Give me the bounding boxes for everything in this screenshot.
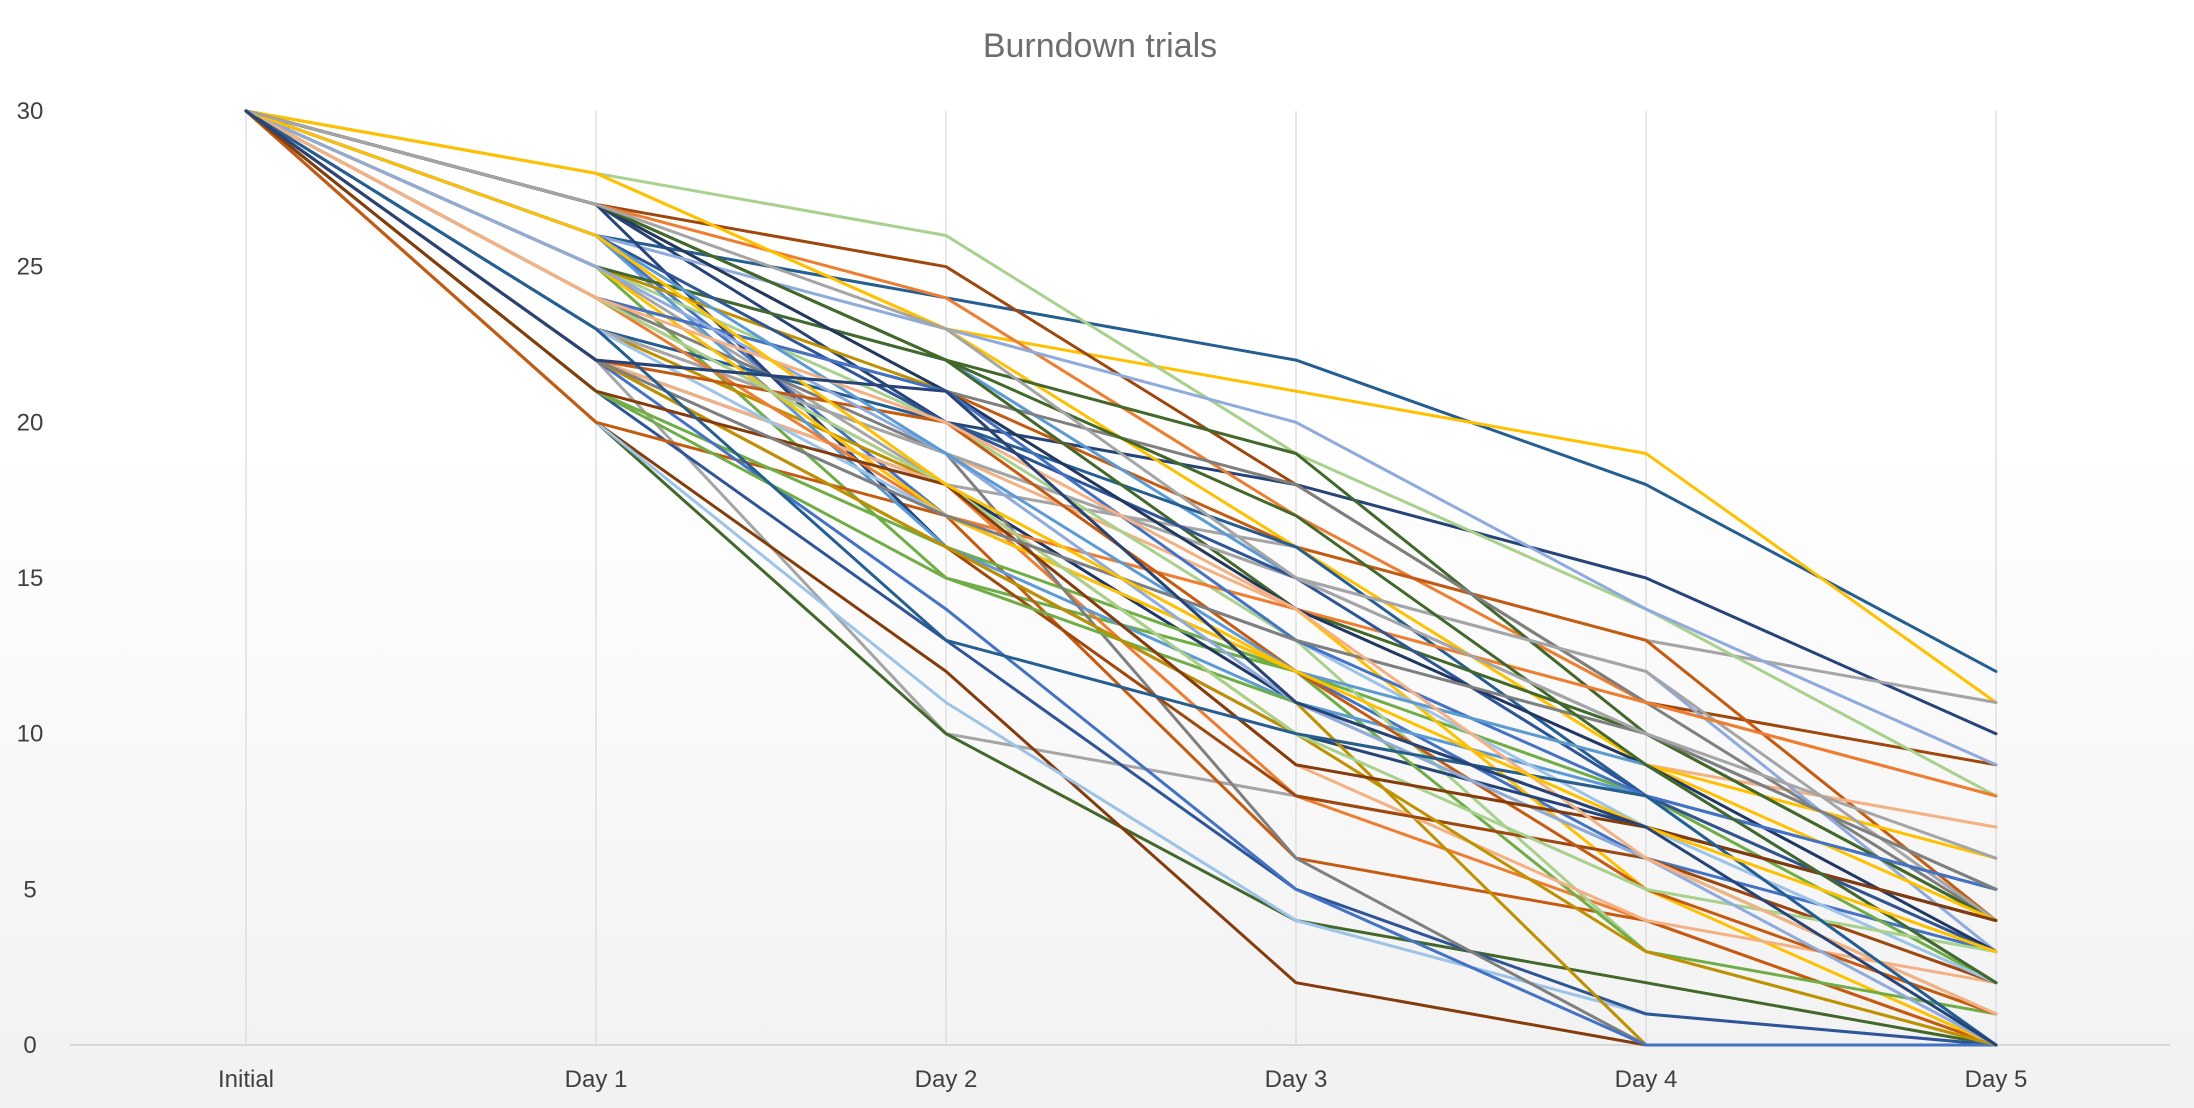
x-tick-label: Day 4 — [1615, 1066, 1678, 1093]
series-line-59 — [244, 109, 1998, 860]
series-line-1 — [244, 109, 1998, 673]
series-line-60 — [244, 109, 1998, 1047]
x-tick-label: Day 1 — [565, 1066, 628, 1093]
x-tick-labels: Initial Day 1 Day 2 Day 3 Day 4 Day 5 — [218, 1066, 2027, 1093]
y-tick-label: 0 — [23, 1032, 36, 1059]
series-line-55 — [244, 109, 1998, 1016]
chart-title: Burndown trials — [983, 27, 1217, 65]
y-tick-label: 5 — [23, 876, 36, 903]
y-tick-label: 10 — [17, 721, 44, 748]
y-tick-label: 15 — [17, 565, 44, 592]
series-line-56 — [244, 109, 1998, 1047]
x-tick-label: Initial — [218, 1066, 274, 1093]
y-tick-label: 20 — [17, 409, 44, 436]
series-lines — [244, 109, 1998, 1047]
series-line-58 — [244, 109, 1998, 954]
x-tick-label: Day 3 — [1265, 1066, 1328, 1093]
y-tick-labels: 0 5 10 15 20 25 30 — [17, 98, 44, 1059]
y-tick-label: 25 — [17, 254, 44, 281]
series-line-52 — [244, 109, 1998, 922]
x-tick-label: Day 2 — [915, 1066, 978, 1093]
x-tick-label: Day 5 — [1965, 1066, 2028, 1093]
y-tick-label: 30 — [17, 98, 44, 125]
